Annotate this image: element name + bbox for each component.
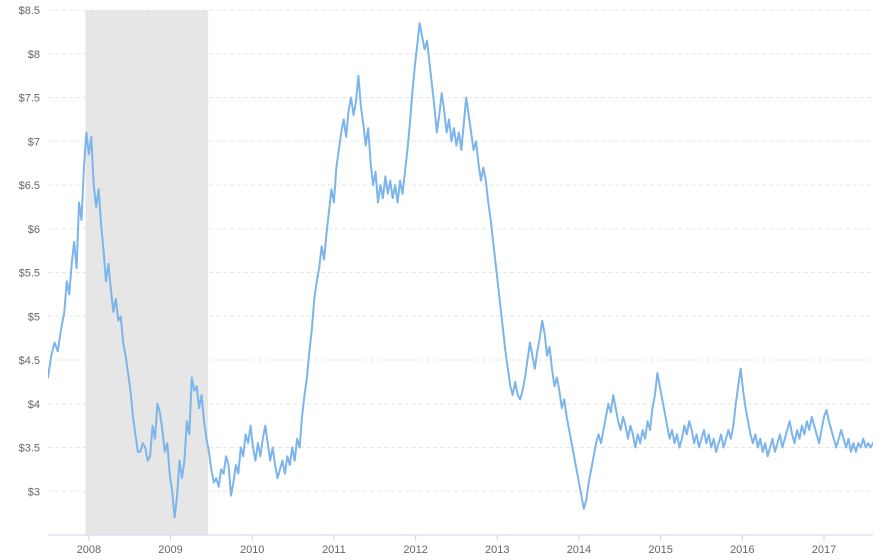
x-tick-label: 2012 — [403, 544, 427, 556]
y-tick-label: $3 — [28, 486, 40, 498]
y-tick-label: $4 — [28, 399, 40, 411]
y-tick-label: $7.5 — [19, 93, 40, 105]
x-tick-label: 2008 — [77, 544, 101, 556]
x-tick-label: 2009 — [158, 544, 182, 556]
y-tick-label: $4.5 — [19, 355, 40, 367]
x-tick-label: 2013 — [485, 544, 509, 556]
y-tick-label: $8 — [28, 49, 40, 61]
y-tick-label: $3.5 — [19, 443, 40, 455]
y-tick-label: $5.5 — [19, 268, 40, 280]
chart-svg: $3 $3.5 $4 $4.5 $5 $5.5 $6 $6.5 $7 $7.5 $8 $8.5 2008… — [0, 0, 888, 560]
y-tick-label: $5 — [28, 311, 40, 323]
y-tick-label: $6.5 — [19, 180, 40, 192]
x-tick-label: 2017 — [812, 544, 836, 556]
x-tick-label: 2015 — [648, 544, 672, 556]
price-line-chart: $3 $3.5 $4 $4.5 $5 $5.5 $6 $6.5 $7 $7.5 $8 $8.5 2008… — [0, 0, 888, 560]
y-tick-label: $6 — [28, 224, 40, 236]
x-tick-label: 2010 — [240, 544, 264, 556]
y-tick-label: $8.5 — [19, 5, 40, 17]
x-tick-label: 2014 — [567, 544, 591, 556]
x-tick-label: 2011 — [322, 544, 346, 556]
y-tick-label: $7 — [28, 136, 40, 148]
x-tick-label: 2016 — [730, 544, 754, 556]
